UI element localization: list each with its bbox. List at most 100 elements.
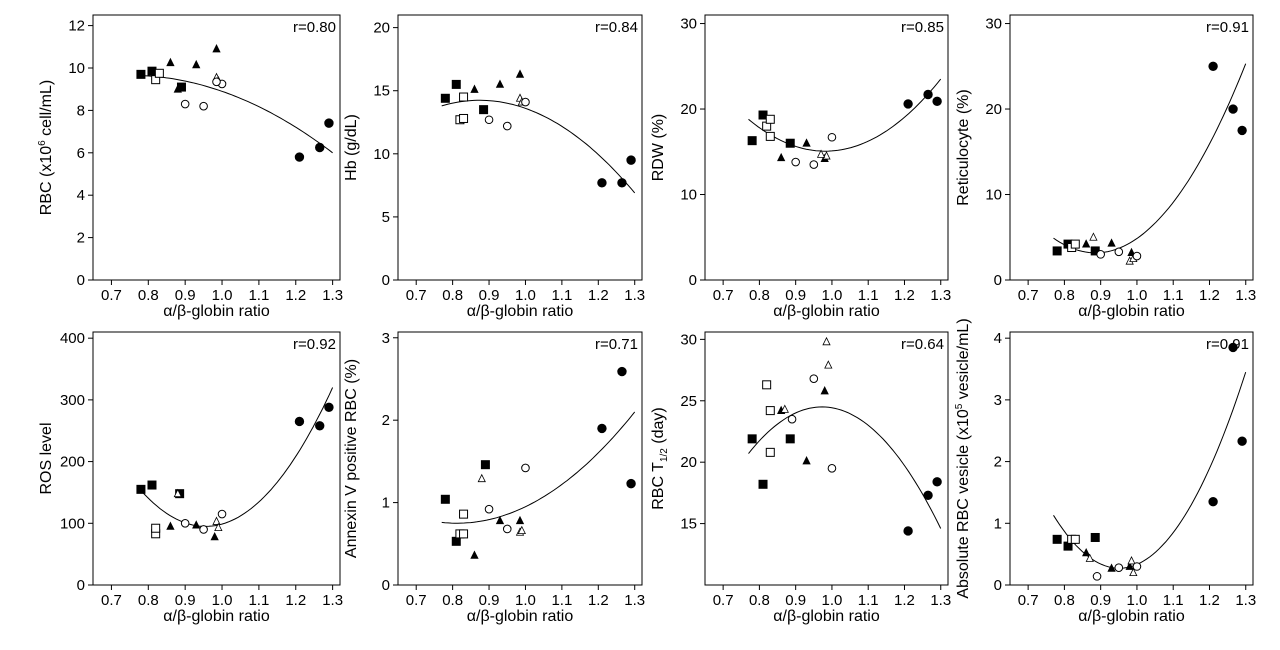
x-tick-label: 1.0 — [1127, 592, 1148, 609]
x-tick-label: 1.2 — [894, 287, 915, 304]
point-open-square — [765, 406, 775, 416]
point-filled-circle — [597, 178, 607, 188]
y-tick-label: 1 — [382, 495, 390, 512]
y-axis-title: Reticulocyte (%) — [955, 89, 972, 205]
x-tick-label: 1.1 — [1163, 592, 1184, 609]
y-tick-label: 15 — [680, 516, 697, 533]
y-tick-label: 400 — [60, 330, 85, 347]
point-filled-triangle — [820, 386, 829, 395]
chart-panel-1: 0.7 0.8 0.9 1.0 1.1 1.2 1.3 0 2 4 6 8 10 12 α/β-globin… — [37, 14, 343, 320]
x-tick-label: 1.1 — [551, 287, 572, 304]
y-tick-label: 25 — [680, 393, 697, 410]
point-filled-triangle — [495, 515, 505, 525]
point-open-circle — [521, 463, 530, 473]
fit-curve — [1053, 371, 1247, 569]
x-tick-label: 0.7 — [713, 287, 734, 304]
point-open-circle — [199, 525, 208, 534]
point-filled-circle — [903, 526, 913, 536]
correlation-label: r=0.84 — [595, 19, 638, 36]
x-tick-label: 1.1 — [1163, 287, 1184, 304]
point-filled-triangle — [1107, 238, 1116, 247]
point-filled-triangle — [515, 69, 525, 78]
x-tick-label: 1.2 — [1199, 592, 1220, 609]
x-tick-label: 1.3 — [930, 592, 951, 609]
point-filled-circle — [315, 142, 325, 153]
y-tick-label: 4 — [994, 330, 1002, 347]
x-tick-label: 0.9 — [479, 592, 500, 609]
x-tick-label: 1.3 — [624, 592, 645, 609]
point-filled-triangle — [515, 515, 525, 525]
point-open-triangle — [1127, 556, 1136, 565]
plot-frame — [1009, 14, 1254, 281]
point-filled-circle — [1237, 436, 1247, 446]
x-tick-label: 0.9 — [175, 287, 196, 304]
y-tick-label: 0 — [994, 577, 1002, 594]
x-tick-label: 0.8 — [1054, 287, 1075, 304]
point-open-circle — [827, 132, 837, 142]
y-tick-label: 0 — [77, 577, 85, 594]
x-axis-title: α/β-globin ratio — [773, 303, 880, 320]
point-filled-square — [480, 460, 490, 470]
point-filled-square — [758, 479, 768, 489]
correlation-label: r=0.64 — [901, 336, 944, 353]
point-open-triangle — [824, 360, 833, 369]
x-tick-label: 1.1 — [858, 287, 879, 304]
point-open-square — [762, 380, 772, 390]
point-open-circle — [502, 121, 512, 131]
point-filled-circle — [617, 366, 627, 377]
x-tick-label: 0.8 — [1054, 592, 1075, 609]
plot-frame — [397, 331, 643, 586]
x-tick-label: 0.9 — [1090, 287, 1111, 304]
point-open-triangle — [477, 473, 486, 483]
y-tick-label: 0 — [382, 272, 390, 289]
y-tick-label: 10 — [68, 60, 85, 77]
point-open-circle — [199, 101, 208, 111]
point-filled-square — [785, 138, 795, 148]
x-tick-label: 1.2 — [1199, 287, 1220, 304]
point-open-square — [151, 523, 161, 533]
y-axis-title: Absolute RBC vesicle (x105 vesicle/mL) — [954, 318, 972, 598]
point-open-circle — [484, 504, 494, 514]
point-open-circle — [217, 509, 227, 519]
point-open-circle — [212, 77, 221, 87]
point-filled-square — [1052, 534, 1062, 544]
point-filled-square — [147, 66, 157, 76]
point-filled-circle — [324, 118, 334, 128]
y-tick-label: 20 — [373, 20, 390, 37]
point-open-circle — [180, 99, 190, 109]
chart-panel-3: 0.7 0.8 0.9 1.0 1.1 1.2 1.3 0 10 20 30 α/β-globin r… — [650, 14, 951, 320]
x-axis-title: α/β-globin ratio — [1078, 303, 1185, 320]
x-tick-label: 0.7 — [406, 287, 427, 304]
x-tick-label: 0.8 — [442, 592, 463, 609]
x-tick-label: 0.9 — [1090, 592, 1111, 609]
point-open-circle — [484, 115, 494, 125]
point-filled-circle — [294, 152, 305, 162]
fit-curve — [136, 387, 334, 527]
x-axis-title: α/β-globin ratio — [773, 608, 880, 625]
y-tick-label: 0 — [994, 272, 1002, 289]
point-filled-triangle — [777, 152, 786, 162]
point-filled-triangle — [495, 79, 505, 88]
x-tick-label: 1.1 — [858, 592, 879, 609]
y-tick-label: 3 — [382, 330, 390, 347]
x-tick-label: 0.7 — [1018, 287, 1039, 304]
correlation-label: r=0.85 — [901, 19, 944, 36]
x-tick-label: 0.7 — [713, 592, 734, 609]
point-open-square — [459, 529, 469, 539]
point-open-square — [154, 68, 164, 78]
y-tick-label: 12 — [68, 18, 85, 35]
correlation-label: r=0.91 — [1206, 336, 1249, 353]
point-filled-square — [440, 494, 450, 504]
x-tick-label: 1.0 — [212, 592, 233, 609]
x-tick-label: 0.8 — [442, 287, 463, 304]
point-filled-circle — [903, 99, 913, 109]
point-open-circle — [1114, 563, 1124, 573]
x-tick-label: 0.7 — [1018, 592, 1039, 609]
x-axis-title: α/β-globin ratio — [163, 303, 270, 320]
chart-panel-5: 0.7 0.8 0.9 1.0 1.1 1.2 1.3 0 100 200 300 400 α/β-gl… — [38, 330, 343, 625]
point-open-circle — [180, 518, 190, 528]
chart-panel-8: 0.7 0.8 0.9 1.0 1.1 1.2 1.3 0 1 2 3 4 α/β-globin rat… — [954, 318, 1256, 625]
x-tick-label: 1.3 — [930, 287, 951, 304]
point-filled-circle — [597, 423, 607, 434]
